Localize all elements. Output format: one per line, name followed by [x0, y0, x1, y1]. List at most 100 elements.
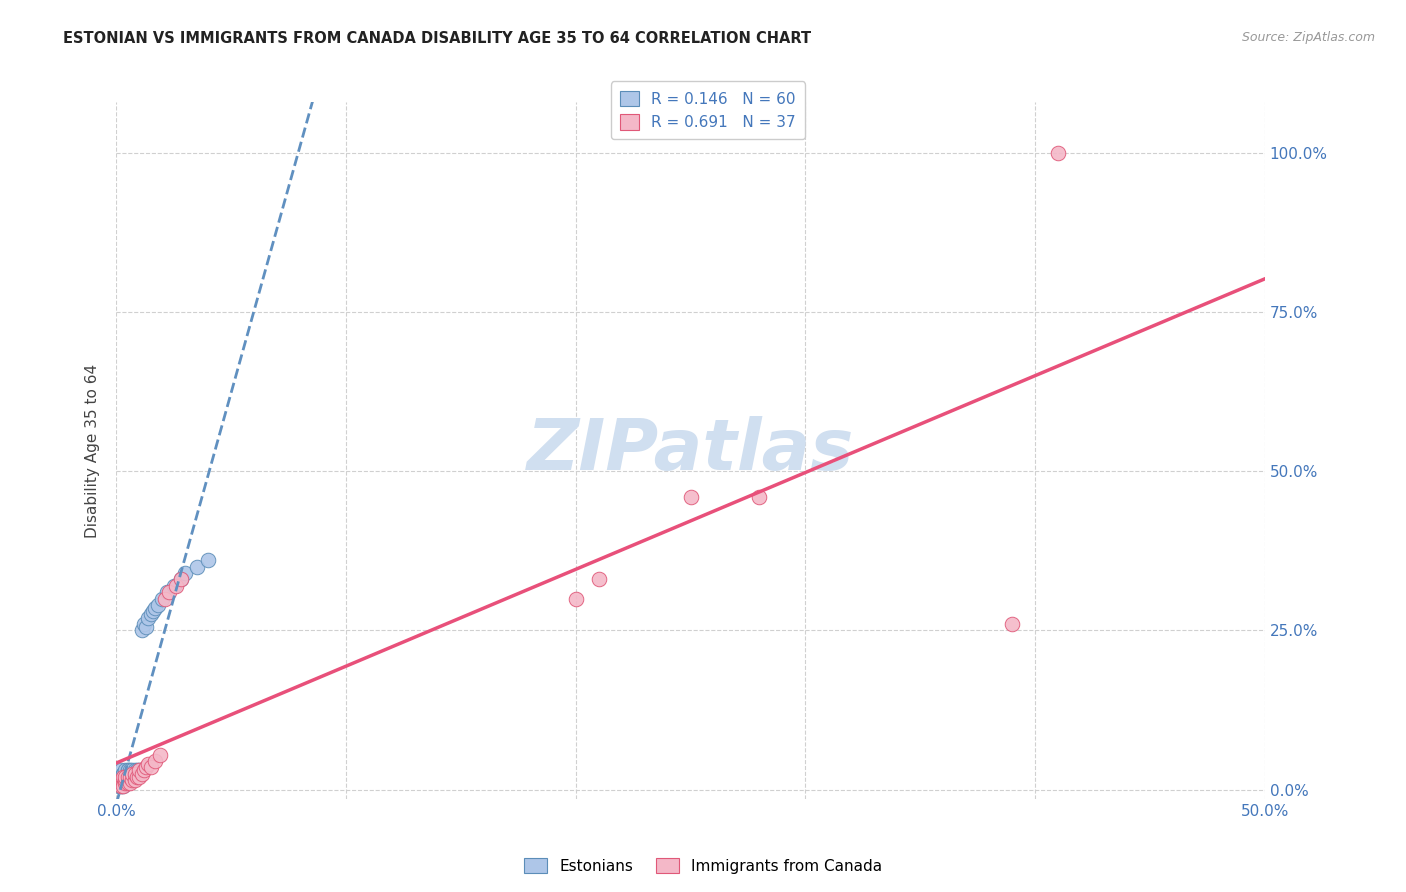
Point [110, 776, 132, 790]
Point [153, 591, 176, 606]
Point [114, 776, 136, 790]
Point [138, 610, 160, 624]
Point [131, 624, 153, 638]
Point [117, 772, 139, 787]
Point [121, 770, 143, 784]
Point [121, 764, 143, 778]
Point [110, 780, 132, 794]
Point [135, 760, 157, 774]
Point [117, 766, 139, 780]
Point [114, 766, 136, 780]
Point [679, 490, 702, 504]
Point [146, 598, 169, 612]
Point [748, 490, 770, 504]
Point [132, 764, 155, 778]
Point [128, 764, 150, 778]
Point [169, 573, 191, 587]
Point [121, 766, 143, 780]
Point [112, 780, 135, 794]
Point [114, 770, 136, 784]
Point [117, 770, 139, 784]
Point [114, 770, 136, 784]
Point [117, 776, 139, 790]
Point [117, 770, 139, 784]
Point [117, 770, 139, 784]
Point [120, 776, 142, 790]
Point [112, 780, 135, 794]
Point [117, 776, 139, 790]
Point [197, 553, 219, 567]
Point [110, 772, 132, 787]
Point [588, 573, 610, 587]
Point [143, 601, 166, 615]
Point [110, 780, 132, 794]
Point [112, 766, 135, 780]
Text: ZIPatlas: ZIPatlas [527, 416, 855, 485]
Point [120, 770, 142, 784]
Legend: R = 0.146   N = 60, R = 0.691   N = 37: R = 0.146 N = 60, R = 0.691 N = 37 [612, 81, 804, 139]
Point [124, 772, 146, 787]
Point [156, 585, 179, 599]
Point [117, 764, 139, 778]
Point [117, 766, 139, 780]
Point [110, 770, 132, 784]
Point [124, 766, 146, 780]
Point [125, 770, 148, 784]
Legend: Estonians, Immigrants from Canada: Estonians, Immigrants from Canada [517, 852, 889, 880]
Point [120, 772, 142, 787]
Point [114, 772, 136, 787]
Point [120, 770, 142, 784]
Point [112, 776, 135, 790]
Point [169, 573, 191, 587]
Point [135, 620, 157, 634]
Point [149, 747, 172, 762]
Point [1047, 145, 1070, 160]
Point [112, 772, 135, 787]
Point [128, 770, 150, 784]
Point [165, 579, 187, 593]
Point [120, 766, 142, 780]
Point [150, 591, 173, 606]
Point [121, 766, 143, 780]
Point [124, 764, 146, 778]
Point [110, 772, 132, 787]
Point [138, 757, 160, 772]
Point [120, 770, 142, 784]
Point [131, 766, 153, 780]
Point [107, 776, 129, 790]
Point [114, 772, 136, 787]
Point [107, 776, 129, 790]
Point [157, 585, 180, 599]
Point [143, 754, 166, 768]
Point [112, 776, 135, 790]
Point [114, 764, 136, 778]
Point [125, 764, 148, 778]
Point [112, 770, 135, 784]
Point [117, 772, 139, 787]
Y-axis label: Disability Age 35 to 64: Disability Age 35 to 64 [86, 363, 100, 538]
Point [124, 766, 146, 780]
Point [163, 579, 186, 593]
Point [139, 607, 162, 622]
Point [142, 604, 165, 618]
Point [112, 772, 135, 787]
Point [114, 770, 136, 784]
Point [1001, 617, 1024, 632]
Point [121, 772, 143, 787]
Point [107, 770, 129, 784]
Text: Source: ZipAtlas.com: Source: ZipAtlas.com [1241, 31, 1375, 45]
Point [112, 766, 135, 780]
Point [564, 591, 586, 606]
Point [112, 770, 135, 784]
Point [110, 764, 132, 778]
Point [112, 770, 135, 784]
Point [125, 766, 148, 780]
Point [114, 772, 136, 787]
Point [128, 764, 150, 778]
Point [117, 764, 139, 778]
Point [139, 760, 162, 774]
Text: ESTONIAN VS IMMIGRANTS FROM CANADA DISABILITY AGE 35 TO 64 CORRELATION CHART: ESTONIAN VS IMMIGRANTS FROM CANADA DISAB… [63, 31, 811, 46]
Point [120, 764, 142, 778]
Point [132, 617, 155, 632]
Point [107, 780, 129, 794]
